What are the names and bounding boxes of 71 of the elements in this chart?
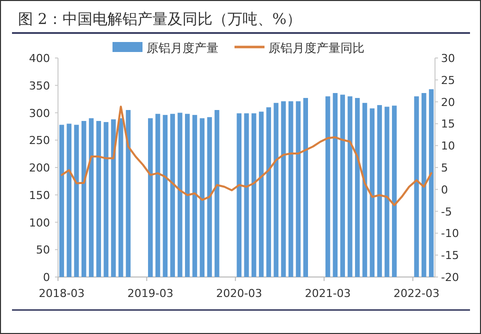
y-tick-label: 100: [29, 216, 50, 230]
bar: [258, 112, 264, 277]
chart-title: 图 2：中国电解铝产量及同比（万吨、%）: [18, 10, 302, 28]
y2-tick-label: 5: [441, 162, 448, 174]
y-tick-label: 250: [29, 134, 50, 148]
bar: [414, 96, 419, 277]
bar: [377, 105, 382, 277]
y-tick-label: 400: [29, 52, 50, 65]
y2-tick-label: 20: [441, 96, 455, 109]
y-tick-label: 300: [29, 106, 50, 120]
bar: [296, 101, 301, 277]
y2-tick-label: 10: [441, 140, 455, 153]
bar: [355, 98, 360, 277]
bar: [303, 98, 308, 277]
legend-label: 原铝月度产量同比: [268, 41, 364, 55]
y2-tick-label: -15: [441, 249, 459, 262]
bar: [111, 119, 116, 277]
y2-tick-label: 0: [441, 183, 448, 196]
bar: [66, 124, 72, 277]
bar: [370, 108, 375, 277]
bar: [274, 102, 278, 277]
bar: [148, 118, 153, 277]
bar: [332, 93, 338, 277]
x-tick-label: 2018-03: [38, 287, 85, 300]
legend-label: 原铝月度产量: [146, 41, 218, 55]
y-tick-label: 50: [36, 244, 50, 257]
bar: [96, 120, 102, 277]
x-tick-label: 2022-03: [394, 287, 440, 300]
bar: [59, 124, 64, 277]
bar: [362, 102, 368, 277]
bar: [88, 118, 94, 277]
bar: [392, 106, 397, 277]
bar: [170, 114, 175, 277]
bar: [214, 110, 220, 277]
y-tick-label: 350: [29, 79, 50, 92]
bar: [244, 113, 249, 277]
bar: [236, 113, 242, 277]
bar: [428, 89, 434, 277]
y2-tick-label: 30: [441, 52, 455, 65]
x-tick-label: 2019-03: [127, 287, 174, 300]
bar: [82, 120, 86, 277]
bar: [74, 124, 79, 277]
y2-tick-label: -10: [441, 227, 459, 240]
bar: [348, 96, 352, 277]
x-tick-label: 2020-03: [216, 287, 262, 300]
y2-tick-label: -5: [441, 205, 452, 218]
bar: [422, 93, 426, 277]
bar: [288, 101, 294, 277]
bar: [252, 113, 256, 277]
y-tick-label: 200: [29, 162, 50, 174]
bar: [325, 96, 330, 277]
bar: [192, 114, 198, 277]
bar: [207, 117, 212, 277]
bar: [200, 118, 205, 277]
y-tick-label: 150: [29, 188, 50, 202]
bar: [384, 106, 390, 277]
bar: [281, 101, 286, 277]
bar: [340, 94, 345, 277]
bar: [155, 114, 160, 277]
y-tick-label: 0: [43, 271, 50, 284]
bar: [266, 107, 272, 277]
bar: [118, 118, 124, 277]
y2-tick-label: -20: [441, 271, 459, 284]
bar: [178, 112, 182, 277]
y2-tick-label: 15: [441, 118, 455, 131]
bar: [184, 114, 190, 277]
bar: [126, 110, 131, 277]
bar: [104, 122, 108, 277]
x-tick-label: 2021-03: [304, 287, 351, 300]
y2-tick-label: 25: [441, 74, 455, 87]
bar: [162, 114, 168, 277]
